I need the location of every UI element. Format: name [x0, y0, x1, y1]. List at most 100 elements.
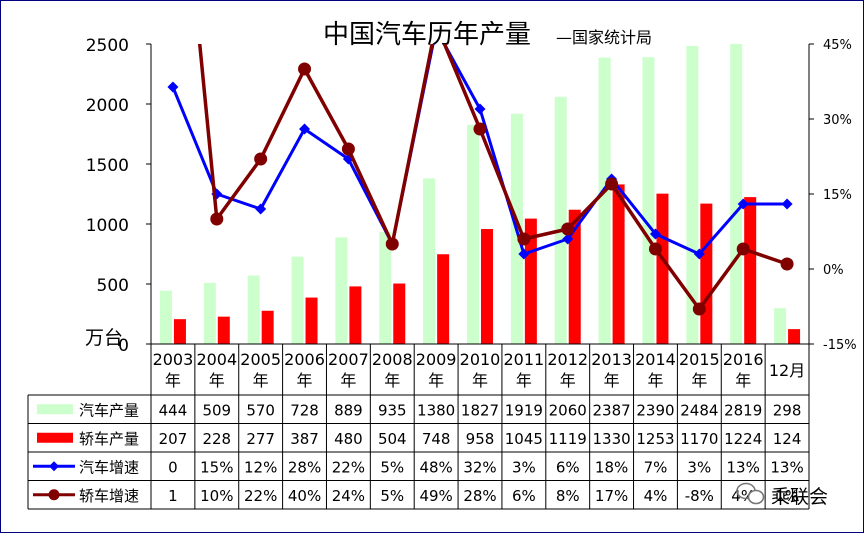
point-auto-growth-3	[299, 123, 311, 135]
legend-label-auto-output: 汽车产量	[79, 401, 139, 419]
table-cell-car-growth-1: 10%	[200, 487, 233, 505]
bar-auto-5	[379, 231, 392, 344]
table-cell-auto-growth-4: 22%	[332, 458, 365, 476]
category-label-13: 2016	[723, 350, 764, 369]
table-cell-auto-output-5: 935	[378, 401, 407, 419]
category-label-6: 2009	[416, 350, 457, 369]
bar-auto-1	[203, 282, 216, 344]
table-cell-car-growth-7: 28%	[463, 487, 496, 505]
table-cell-auto-growth-8: 3%	[512, 458, 536, 476]
point-auto-growth-0	[167, 81, 179, 93]
bar-car-3	[305, 297, 318, 344]
bar-auto-10	[598, 57, 611, 344]
category-label-suffix-11: 年	[647, 371, 663, 390]
bar-auto-7	[467, 124, 479, 344]
table-cell-car-growth-4: 24%	[332, 487, 365, 505]
table-cell-auto-growth-11: 7%	[644, 458, 668, 476]
point-car-growth-2	[254, 152, 268, 166]
point-car-growth-13	[736, 242, 750, 256]
category-label-1: 2004	[196, 350, 237, 369]
bar-auto-12	[686, 45, 699, 344]
category-label-suffix-5: 年	[384, 371, 400, 390]
category-label-3: 2006	[284, 350, 325, 369]
table-cell-car-growth-10: 17%	[595, 487, 628, 505]
bars-group	[159, 44, 801, 344]
plot-area: 0 500 1000 1500 2000 2500 -15% 0% 15% 30% 45%	[86, 36, 857, 356]
bar-auto-13	[730, 44, 743, 344]
y-tick-label: 2000	[86, 96, 129, 116]
table-cell-auto-growth-13: 13%	[727, 458, 760, 476]
point-auto-growth-2	[255, 203, 267, 215]
y2-tick-label: -15%	[823, 338, 857, 353]
point-car-growth-14	[780, 257, 794, 271]
bar-car-11	[656, 193, 669, 344]
table-cell-car-growth-0: 1	[168, 487, 178, 505]
table-cell-car-growth-3: 40%	[288, 487, 321, 505]
bar-auto-4	[335, 237, 348, 344]
table-cell-auto-output-2: 570	[246, 401, 275, 419]
table-cell-auto-output-1: 509	[202, 401, 231, 419]
legend-key-auto-output	[37, 404, 73, 415]
y2-tick-label: 15%	[823, 188, 852, 203]
category-label-suffix-7: 年	[472, 371, 488, 390]
category-label-suffix-1: 年	[209, 371, 225, 390]
legend-key-marker-car-growth	[48, 489, 60, 501]
point-car-growth-3	[298, 62, 312, 76]
legend-label-car-output: 轿车产量	[79, 430, 139, 448]
table-cell-auto-growth-1: 15%	[200, 458, 233, 476]
category-label-suffix-13: 年	[735, 371, 751, 390]
point-car-growth-8	[517, 232, 531, 246]
bar-car-7	[481, 229, 493, 344]
table-cell-car-output-2: 277	[246, 430, 275, 448]
table-cell-car-output-7: 958	[466, 430, 495, 448]
table-cell-auto-growth-2: 12%	[244, 458, 277, 476]
category-label-9: 2012	[547, 350, 588, 369]
y-tick-label: 500	[97, 276, 129, 296]
bar-car-5	[393, 283, 406, 344]
category-label-4: 2007	[328, 350, 369, 369]
y2-tick-label: 0%	[823, 263, 844, 278]
table-cell-auto-output-7: 1827	[461, 401, 499, 419]
table-cell-car-output-3: 387	[290, 430, 319, 448]
table-cell-auto-output-12: 2484	[680, 401, 718, 419]
bar-car-14	[788, 329, 801, 344]
bar-auto-9	[554, 96, 567, 344]
y-tick-label: 1000	[86, 216, 129, 236]
bar-car-4	[349, 286, 362, 344]
category-label-10: 2013	[591, 350, 632, 369]
table-cell-auto-growth-3: 28%	[288, 458, 321, 476]
category-label-suffix-6: 年	[428, 371, 444, 390]
table-cell-auto-growth-9: 6%	[556, 458, 580, 476]
table-cell-auto-output-14: 298	[773, 401, 802, 419]
table-cell-auto-output-13: 2819	[724, 401, 762, 419]
point-auto-growth-9	[562, 233, 574, 245]
point-car-growth-1	[210, 212, 224, 226]
bar-car-0	[173, 319, 186, 344]
table-cell-auto-output-4: 889	[334, 401, 363, 419]
table-cell-car-output-12: 1170	[680, 430, 718, 448]
table-cell-auto-growth-14: 13%	[770, 458, 803, 476]
point-car-growth-4	[341, 142, 355, 156]
point-car-growth-11	[648, 242, 662, 256]
category-label-suffix-0: 年	[165, 371, 181, 390]
bar-auto-14	[774, 308, 787, 344]
bar-auto-11	[642, 57, 655, 344]
table-cell-car-output-4: 480	[334, 430, 363, 448]
table-cell-car-output-6: 748	[422, 430, 451, 448]
category-label-suffix-3: 年	[297, 371, 313, 390]
y2-tick-label: 30%	[823, 113, 852, 128]
bar-auto-3	[291, 256, 304, 344]
legend-key-marker-auto-growth	[49, 461, 59, 472]
bar-car-13	[744, 197, 757, 344]
y-tick-label: 0	[118, 336, 129, 356]
point-auto-growth-8	[518, 248, 530, 260]
legend-label-auto-growth: 汽车增速	[79, 458, 139, 476]
table-cell-car-output-9: 1119	[549, 430, 587, 448]
chart-subtitle: —国家统计局	[556, 28, 652, 47]
table-cell-auto-output-3: 728	[290, 401, 319, 419]
bar-car-10	[612, 184, 625, 344]
category-label-suffix-2: 年	[253, 371, 269, 390]
table-cell-car-growth-12: -8%	[685, 487, 714, 505]
bar-car-2	[261, 310, 274, 344]
